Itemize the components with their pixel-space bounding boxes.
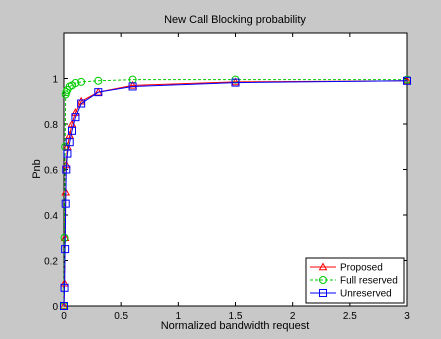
data-point xyxy=(61,199,70,208)
x-tick-label: 0.5 xyxy=(114,311,128,322)
series-line xyxy=(63,79,407,307)
data-point xyxy=(61,245,70,254)
x-tick-label: 0 xyxy=(61,311,67,322)
data-point xyxy=(94,88,103,97)
legend-marker xyxy=(319,276,327,284)
data-point xyxy=(231,78,240,87)
x-tick-label: 1.5 xyxy=(229,311,243,322)
y-tick-label: 0.8 xyxy=(44,120,58,131)
data-point xyxy=(60,302,68,310)
data-point xyxy=(59,301,69,310)
data-point xyxy=(128,82,137,91)
y-tick-label: 1 xyxy=(52,75,58,86)
series-layer xyxy=(59,75,412,310)
data-point xyxy=(231,77,240,86)
data-point xyxy=(77,77,86,86)
data-point xyxy=(62,165,71,174)
data-point xyxy=(65,138,74,147)
chart-title: New Call Blocking probability xyxy=(164,14,306,26)
legend-label: Proposed xyxy=(340,263,383,274)
legend-marker xyxy=(318,262,328,271)
y-tick-label: 0.6 xyxy=(44,166,58,177)
legend: Proposed Full reserved Unreserved xyxy=(305,257,405,304)
data-point xyxy=(63,149,72,158)
x-tick-label: 2 xyxy=(290,311,296,322)
y-tick-label: 0 xyxy=(52,302,58,313)
x-tick-label: 3 xyxy=(404,311,410,322)
data-point xyxy=(71,113,80,122)
series-line xyxy=(63,80,408,307)
x-tick-label: 2.5 xyxy=(343,311,357,322)
data-point xyxy=(71,79,80,88)
data-point xyxy=(128,80,137,89)
legend-label: Unreserved xyxy=(340,289,392,300)
data-point xyxy=(60,283,69,292)
x-axis-label: Normalized bandwidth request xyxy=(161,320,310,332)
data-point xyxy=(94,76,103,85)
data-point xyxy=(60,233,69,242)
data-point xyxy=(77,99,86,108)
legend-marker xyxy=(319,289,327,297)
legend-label: Full reserved xyxy=(340,276,398,287)
y-tick-label: 0.2 xyxy=(44,257,58,268)
x-tick-label: 1 xyxy=(176,311,182,322)
y-tick-label: 0.4 xyxy=(44,211,58,222)
data-point xyxy=(403,76,411,85)
y-axis-label: Pnb xyxy=(31,159,43,179)
series-unreserved xyxy=(60,76,411,310)
data-point xyxy=(68,126,77,135)
